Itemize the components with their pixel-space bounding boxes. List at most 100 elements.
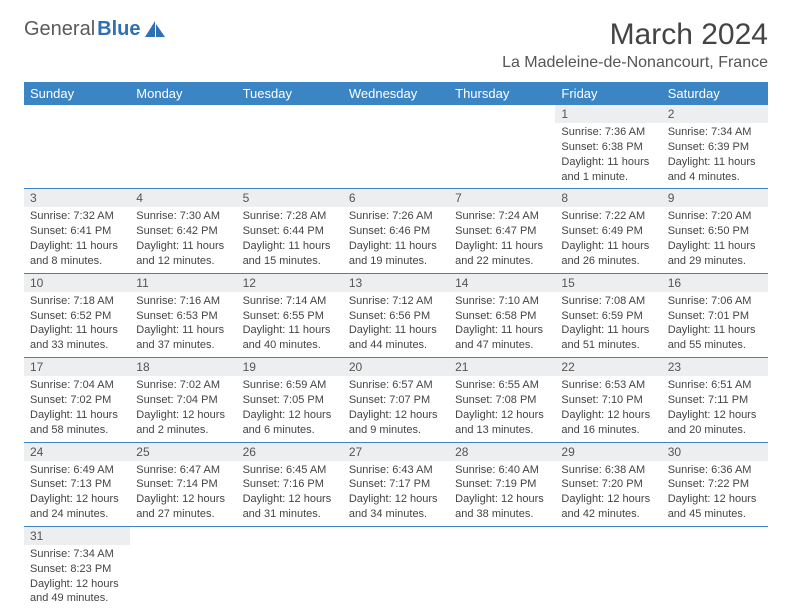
daylight-text: Daylight: 11 hours and 44 minutes. — [349, 323, 443, 353]
calendar-cell: 26Sunrise: 6:45 AMSunset: 7:16 PMDayligh… — [237, 442, 343, 526]
location: La Madeleine-de-Nonancourt, France — [502, 54, 768, 72]
sunset-text: Sunset: 6:55 PM — [243, 309, 337, 324]
day-content: Sunrise: 7:20 AMSunset: 6:50 PMDaylight:… — [662, 207, 768, 272]
weekday-header: Saturday — [662, 82, 768, 105]
daylight-text: Daylight: 11 hours and 51 minutes. — [561, 323, 655, 353]
sail-icon — [145, 21, 167, 39]
logo: GeneralBlue — [24, 18, 167, 41]
sunrise-text: Sunrise: 6:47 AM — [136, 463, 230, 478]
daylight-text: Daylight: 11 hours and 8 minutes. — [30, 239, 124, 269]
daylight-text: Daylight: 12 hours and 49 minutes. — [30, 577, 124, 607]
day-number: 10 — [24, 274, 130, 292]
sunrise-text: Sunrise: 6:57 AM — [349, 378, 443, 393]
day-content: Sunrise: 7:36 AMSunset: 6:38 PMDaylight:… — [555, 123, 661, 188]
sunset-text: Sunset: 7:02 PM — [30, 393, 124, 408]
calendar-cell: 9Sunrise: 7:20 AMSunset: 6:50 PMDaylight… — [662, 189, 768, 273]
calendar-cell: 25Sunrise: 6:47 AMSunset: 7:14 PMDayligh… — [130, 442, 236, 526]
day-number: 19 — [237, 358, 343, 376]
calendar-cell: 28Sunrise: 6:40 AMSunset: 7:19 PMDayligh… — [449, 442, 555, 526]
day-content: Sunrise: 7:32 AMSunset: 6:41 PMDaylight:… — [24, 207, 130, 272]
sunrise-text: Sunrise: 7:06 AM — [668, 294, 762, 309]
day-content: Sunrise: 7:16 AMSunset: 6:53 PMDaylight:… — [130, 292, 236, 357]
logo-text-2: Blue — [97, 18, 140, 41]
calendar-cell: 21Sunrise: 6:55 AMSunset: 7:08 PMDayligh… — [449, 358, 555, 442]
daylight-text: Daylight: 12 hours and 13 minutes. — [455, 408, 549, 438]
day-number: 30 — [662, 443, 768, 461]
sunrise-text: Sunrise: 6:51 AM — [668, 378, 762, 393]
logo-text-1: General — [24, 18, 95, 41]
calendar-cell — [343, 526, 449, 610]
weekday-header: Wednesday — [343, 82, 449, 105]
sunset-text: Sunset: 7:14 PM — [136, 477, 230, 492]
daylight-text: Daylight: 12 hours and 2 minutes. — [136, 408, 230, 438]
sunset-text: Sunset: 6:38 PM — [561, 140, 655, 155]
day-content: Sunrise: 6:59 AMSunset: 7:05 PMDaylight:… — [237, 376, 343, 441]
sunrise-text: Sunrise: 6:59 AM — [243, 378, 337, 393]
sunset-text: Sunset: 6:42 PM — [136, 224, 230, 239]
sunset-text: Sunset: 7:04 PM — [136, 393, 230, 408]
daylight-text: Daylight: 11 hours and 4 minutes. — [668, 155, 762, 185]
weekday-header: Sunday — [24, 82, 130, 105]
day-content: Sunrise: 7:06 AMSunset: 7:01 PMDaylight:… — [662, 292, 768, 357]
sunrise-text: Sunrise: 6:53 AM — [561, 378, 655, 393]
sunset-text: Sunset: 7:08 PM — [455, 393, 549, 408]
sunrise-text: Sunrise: 7:26 AM — [349, 209, 443, 224]
day-number: 6 — [343, 189, 449, 207]
day-number: 2 — [662, 105, 768, 123]
sunset-text: Sunset: 7:16 PM — [243, 477, 337, 492]
day-number: 4 — [130, 189, 236, 207]
calendar-cell — [662, 526, 768, 610]
calendar-cell: 2Sunrise: 7:34 AMSunset: 6:39 PMDaylight… — [662, 105, 768, 189]
sunset-text: Sunset: 7:07 PM — [349, 393, 443, 408]
sunrise-text: Sunrise: 6:40 AM — [455, 463, 549, 478]
day-number: 28 — [449, 443, 555, 461]
daylight-text: Daylight: 11 hours and 37 minutes. — [136, 323, 230, 353]
calendar-cell: 7Sunrise: 7:24 AMSunset: 6:47 PMDaylight… — [449, 189, 555, 273]
day-content: Sunrise: 7:22 AMSunset: 6:49 PMDaylight:… — [555, 207, 661, 272]
calendar-cell: 6Sunrise: 7:26 AMSunset: 6:46 PMDaylight… — [343, 189, 449, 273]
calendar-cell: 29Sunrise: 6:38 AMSunset: 7:20 PMDayligh… — [555, 442, 661, 526]
calendar-cell — [555, 526, 661, 610]
sunset-text: Sunset: 6:59 PM — [561, 309, 655, 324]
day-content: Sunrise: 7:02 AMSunset: 7:04 PMDaylight:… — [130, 376, 236, 441]
daylight-text: Daylight: 12 hours and 6 minutes. — [243, 408, 337, 438]
calendar-week-row: 1Sunrise: 7:36 AMSunset: 6:38 PMDaylight… — [24, 105, 768, 189]
sunset-text: Sunset: 6:47 PM — [455, 224, 549, 239]
day-content: Sunrise: 7:08 AMSunset: 6:59 PMDaylight:… — [555, 292, 661, 357]
day-content: Sunrise: 6:47 AMSunset: 7:14 PMDaylight:… — [130, 461, 236, 526]
daylight-text: Daylight: 12 hours and 38 minutes. — [455, 492, 549, 522]
day-content: Sunrise: 6:40 AMSunset: 7:19 PMDaylight:… — [449, 461, 555, 526]
sunrise-text: Sunrise: 7:02 AM — [136, 378, 230, 393]
sunrise-text: Sunrise: 7:08 AM — [561, 294, 655, 309]
day-number: 9 — [662, 189, 768, 207]
daylight-text: Daylight: 11 hours and 22 minutes. — [455, 239, 549, 269]
sunrise-text: Sunrise: 7:30 AM — [136, 209, 230, 224]
calendar-week-row: 17Sunrise: 7:04 AMSunset: 7:02 PMDayligh… — [24, 358, 768, 442]
calendar-cell — [449, 526, 555, 610]
daylight-text: Daylight: 11 hours and 26 minutes. — [561, 239, 655, 269]
calendar-cell: 20Sunrise: 6:57 AMSunset: 7:07 PMDayligh… — [343, 358, 449, 442]
sunrise-text: Sunrise: 7:18 AM — [30, 294, 124, 309]
day-number: 12 — [237, 274, 343, 292]
calendar-cell: 23Sunrise: 6:51 AMSunset: 7:11 PMDayligh… — [662, 358, 768, 442]
sunrise-text: Sunrise: 7:22 AM — [561, 209, 655, 224]
calendar-cell: 30Sunrise: 6:36 AMSunset: 7:22 PMDayligh… — [662, 442, 768, 526]
sunset-text: Sunset: 6:46 PM — [349, 224, 443, 239]
calendar-week-row: 24Sunrise: 6:49 AMSunset: 7:13 PMDayligh… — [24, 442, 768, 526]
day-number: 22 — [555, 358, 661, 376]
day-number: 31 — [24, 527, 130, 545]
sunset-text: Sunset: 6:58 PM — [455, 309, 549, 324]
sunset-text: Sunset: 6:56 PM — [349, 309, 443, 324]
calendar-week-row: 31Sunrise: 7:34 AMSunset: 8:23 PMDayligh… — [24, 526, 768, 610]
sunrise-text: Sunrise: 7:10 AM — [455, 294, 549, 309]
weekday-header: Friday — [555, 82, 661, 105]
day-content: Sunrise: 7:34 AMSunset: 6:39 PMDaylight:… — [662, 123, 768, 188]
calendar-week-row: 3Sunrise: 7:32 AMSunset: 6:41 PMDaylight… — [24, 189, 768, 273]
calendar-week-row: 10Sunrise: 7:18 AMSunset: 6:52 PMDayligh… — [24, 273, 768, 357]
daylight-text: Daylight: 11 hours and 33 minutes. — [30, 323, 124, 353]
sunrise-text: Sunrise: 7:36 AM — [561, 125, 655, 140]
daylight-text: Daylight: 11 hours and 55 minutes. — [668, 323, 762, 353]
calendar-cell: 8Sunrise: 7:22 AMSunset: 6:49 PMDaylight… — [555, 189, 661, 273]
day-number: 15 — [555, 274, 661, 292]
day-content: Sunrise: 7:26 AMSunset: 6:46 PMDaylight:… — [343, 207, 449, 272]
